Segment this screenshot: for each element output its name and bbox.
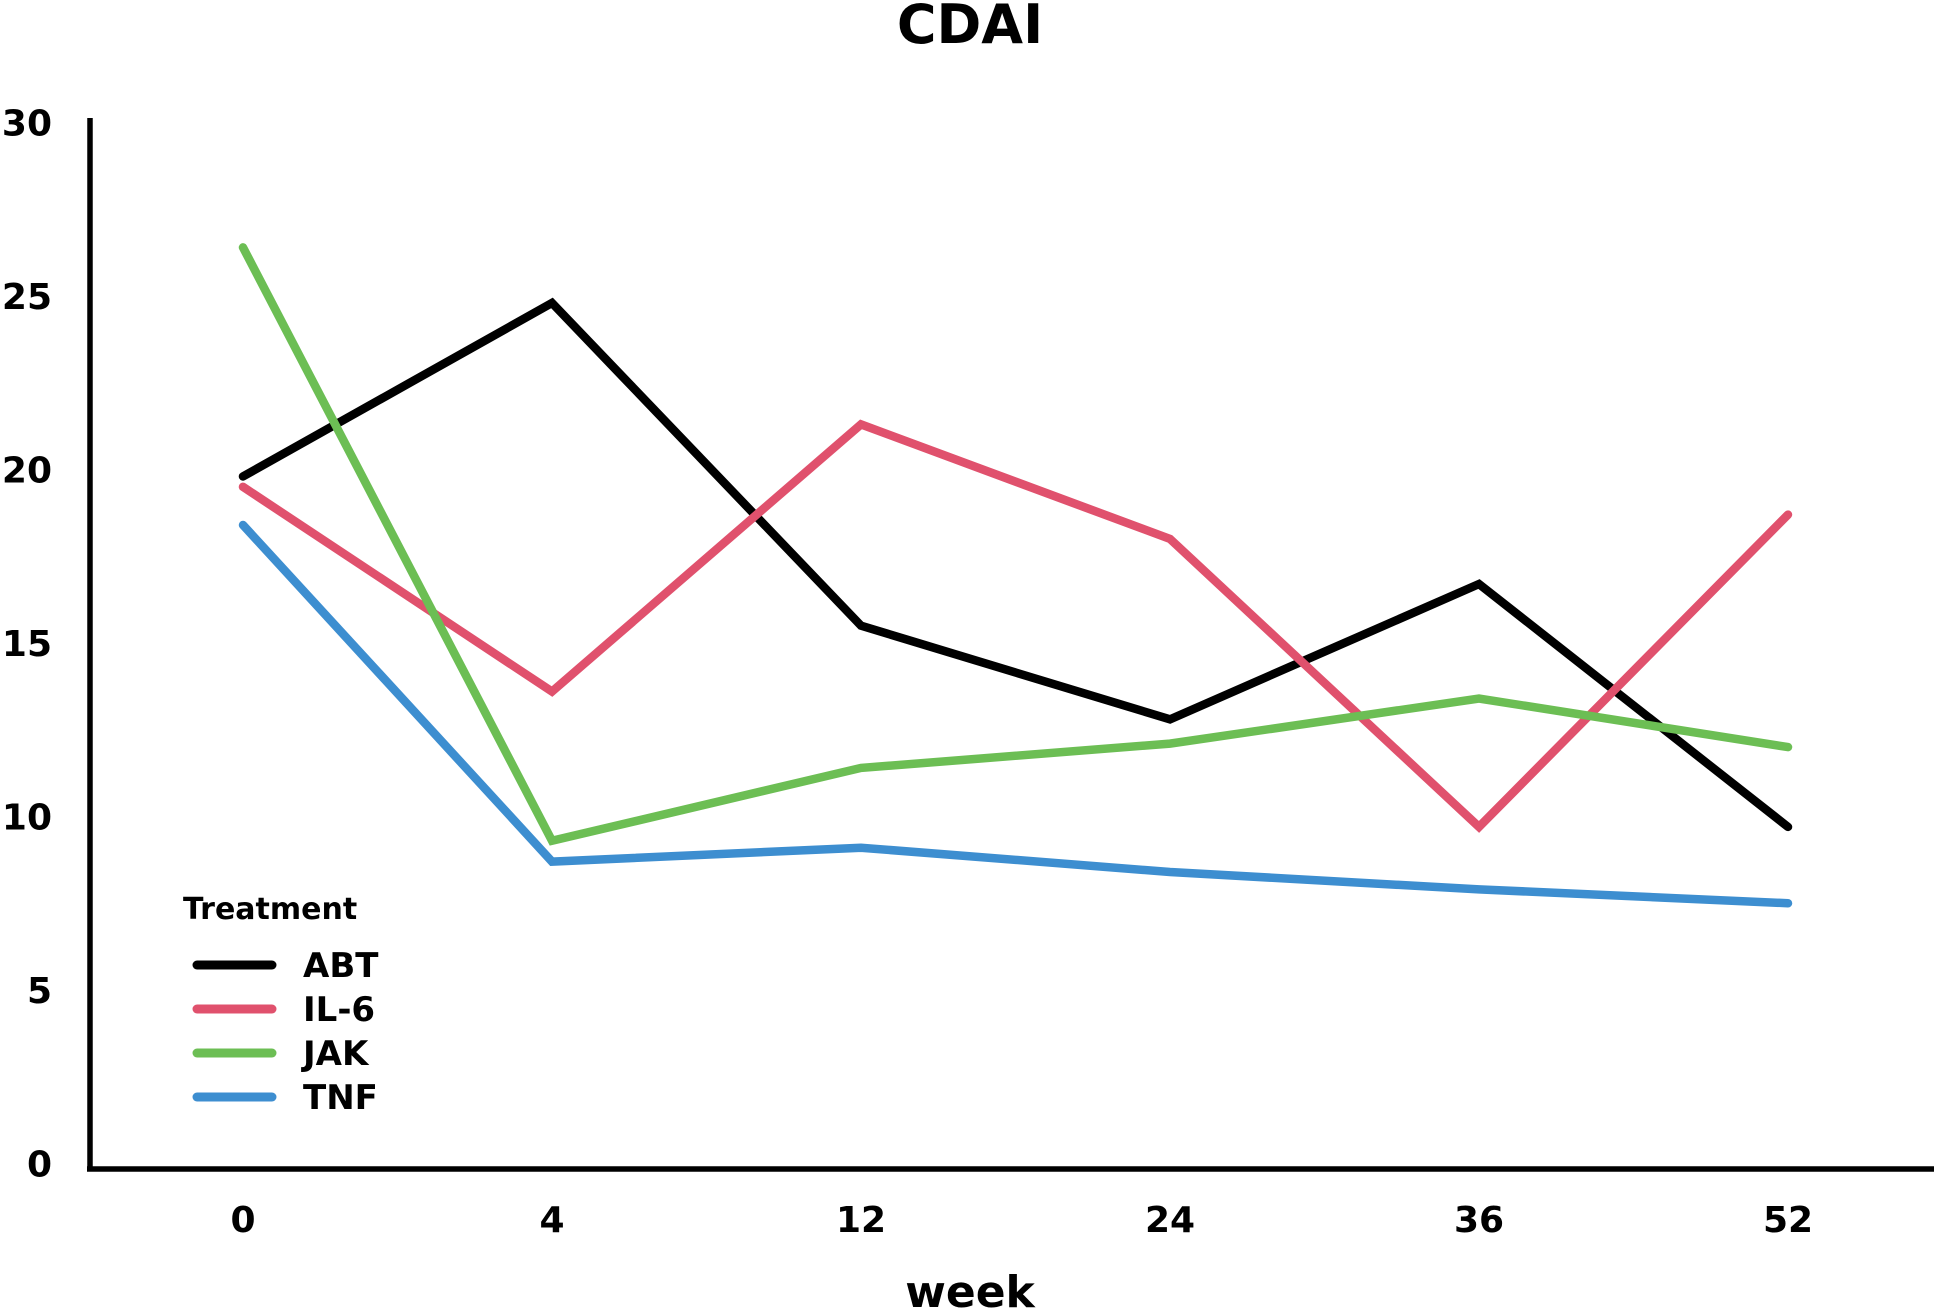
x-tick-labels: 0 4 12 24 36 52 — [230, 1200, 1813, 1241]
y-tick-label: 0 — [27, 1145, 52, 1186]
y-tick-label: 25 — [2, 277, 52, 318]
legend-title: Treatment — [183, 892, 357, 927]
y-tick-label: 30 — [2, 104, 52, 145]
y-tick-label: 5 — [27, 971, 52, 1012]
x-tick-label: 24 — [1145, 1200, 1195, 1241]
y-tick-label: 10 — [2, 798, 52, 839]
y-tick-labels: 0 5 10 15 20 25 30 — [2, 104, 52, 1186]
series-line-TNF — [238, 520, 1793, 908]
x-tick-label: 36 — [1454, 1200, 1504, 1241]
plot-axes — [87, 118, 1934, 1172]
series-line-IL-6 — [238, 419, 1793, 833]
x-tick-label: 52 — [1763, 1200, 1813, 1241]
x-tick-label: 0 — [230, 1200, 255, 1241]
y-tick-label: 20 — [2, 451, 52, 492]
legend-label-ABT: ABT — [303, 946, 379, 986]
x-tick-label: 4 — [539, 1200, 564, 1241]
x-axis-title: week — [905, 1267, 1036, 1316]
legend-label-TNF: TNF — [303, 1078, 378, 1118]
series-line-ABT — [238, 297, 1793, 832]
legend-label-JAK: JAK — [301, 1034, 370, 1074]
chart-title: CDAI — [897, 0, 1043, 56]
series-line-JAK — [238, 243, 1793, 846]
series-lines — [238, 243, 1793, 908]
legend-label-IL-6: IL-6 — [303, 990, 375, 1030]
x-tick-label: 12 — [836, 1200, 886, 1241]
y-tick-label: 15 — [2, 624, 52, 665]
